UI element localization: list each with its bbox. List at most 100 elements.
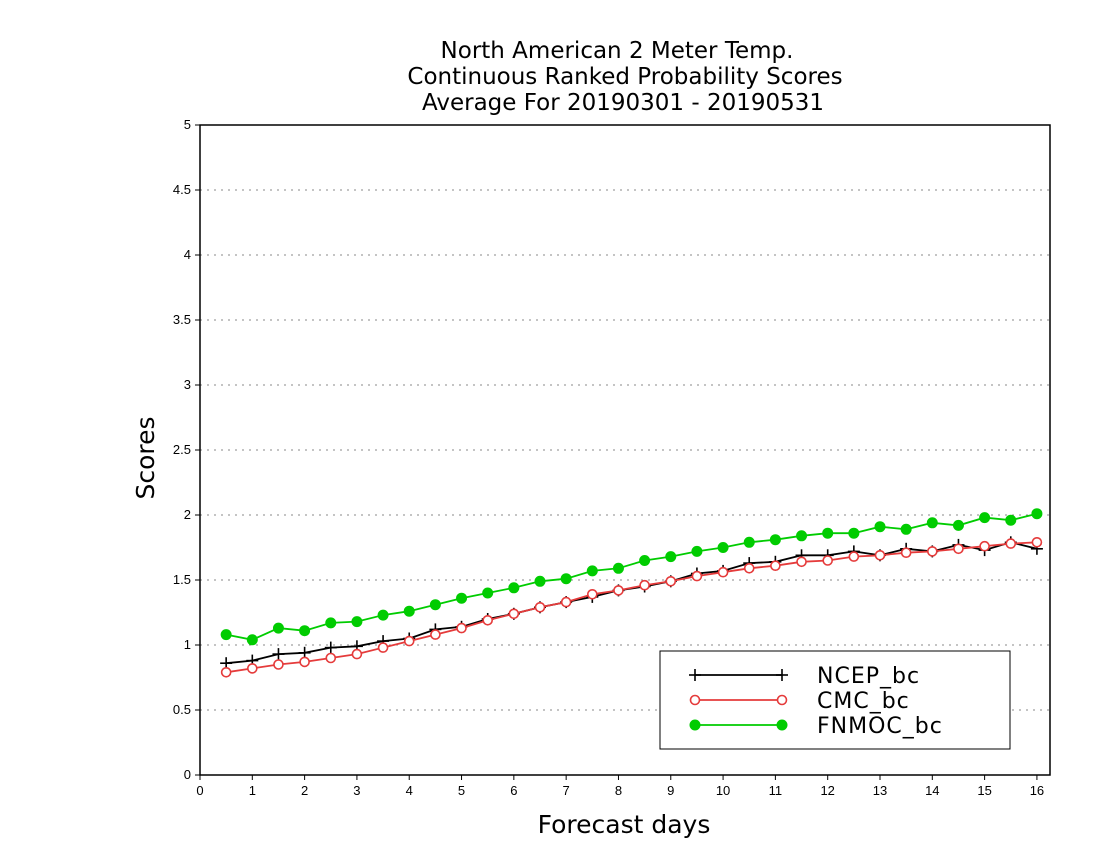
data-point-FNMOC_bc xyxy=(1031,508,1043,520)
x-tick-label: 2 xyxy=(301,783,308,798)
x-tick-label: 12 xyxy=(820,783,834,798)
series-FNMOC_bc xyxy=(220,508,1043,646)
y-tick-label: 3 xyxy=(184,377,191,392)
data-point-CMC_bc xyxy=(639,579,650,591)
y-axis: 0 0.5 1 1.5 2 2.5 3 3.5 4 4.5 5 xyxy=(173,117,200,782)
data-point-FNMOC_bc xyxy=(272,622,284,634)
data-point-FNMOC_bc xyxy=(979,512,991,524)
data-point-CMC_bc xyxy=(613,585,624,596)
data-point-CMC_bc xyxy=(351,648,363,660)
x-tick-label: 13 xyxy=(873,783,887,798)
y-tick-label: 2 xyxy=(184,507,191,522)
x-tick-label: 6 xyxy=(510,783,517,798)
data-point-FNMOC_bc xyxy=(926,517,938,529)
data-point-CMC_bc xyxy=(220,666,232,678)
data-point-CMC_bc xyxy=(534,601,546,613)
y-tick-label: 4.5 xyxy=(173,182,191,197)
data-point-CMC_bc xyxy=(770,560,781,572)
data-point-FNMOC_bc xyxy=(220,629,232,641)
data-point-FNMOC_bc xyxy=(848,527,860,539)
chart-title: North American 2 Meter Temp. Continuous … xyxy=(407,38,842,116)
data-point-FNMOC_bc xyxy=(534,575,546,587)
legend-marker xyxy=(689,719,701,731)
x-axis-label: Forecast days xyxy=(538,810,711,839)
chart-title-line-2: Continuous Ranked Probability Scores xyxy=(407,64,842,90)
legend-item-FNMOC_bc: FNMOC_bc xyxy=(689,714,943,739)
x-tick-label: 4 xyxy=(406,783,413,798)
y-tick-label: 3.5 xyxy=(173,312,191,327)
data-point-FNMOC_bc xyxy=(874,521,886,533)
chart-title-line-1: North American 2 Meter Temp. xyxy=(441,38,794,64)
data-point-CMC_bc xyxy=(900,547,912,559)
data-point-CMC_bc xyxy=(482,614,493,626)
data-point-FNMOC_bc xyxy=(691,545,703,557)
y-tick-label: 0 xyxy=(184,767,191,782)
legend-item-CMC_bc: CMC_bc xyxy=(689,689,910,714)
legend-label: CMC_bc xyxy=(817,689,910,714)
data-point-FNMOC_bc xyxy=(743,536,755,548)
data-point-CMC_bc xyxy=(456,622,467,634)
data-point-CMC_bc xyxy=(403,635,415,647)
data-point-FNMOC_bc xyxy=(351,616,363,628)
data-point-CMC_bc xyxy=(874,549,886,561)
data-point-FNMOC_bc xyxy=(796,530,808,542)
data-point-FNMOC_bc xyxy=(1005,514,1017,526)
data-point-CMC_bc xyxy=(273,659,284,670)
data-point-FNMOC_bc xyxy=(560,573,572,585)
data-point-FNMOC_bc xyxy=(822,527,834,539)
data-point-FNMOC_bc xyxy=(325,617,337,629)
data-point-FNMOC_bc xyxy=(612,562,624,574)
legend-marker xyxy=(776,669,788,681)
data-point-CMC_bc xyxy=(665,575,677,587)
series-CMC_bc xyxy=(220,536,1043,678)
x-tick-label: 5 xyxy=(458,783,465,798)
legend-item-NCEP_bc: NCEP_bc xyxy=(689,664,920,689)
data-point-FNMOC_bc xyxy=(665,551,677,563)
legend-label: NCEP_bc xyxy=(817,664,920,689)
y-tick-label: 5 xyxy=(184,117,191,132)
data-point-NCEP_bc xyxy=(272,648,285,661)
series-NCEP_bc xyxy=(220,536,1043,670)
x-tick-label: 7 xyxy=(563,783,570,798)
x-tick-label: 11 xyxy=(769,783,783,798)
series-line-FNMOC_bc xyxy=(225,512,1038,641)
data-point-CMC_bc xyxy=(1005,538,1017,549)
data-point-FNMOC_bc xyxy=(429,599,441,611)
data-point-FNMOC_bc xyxy=(639,555,651,566)
data-point-CMC_bc xyxy=(953,543,964,555)
chart-title-line-3: Average For 20190301 - 20190531 xyxy=(422,90,824,116)
x-tick-label: 14 xyxy=(925,783,939,798)
series-layer xyxy=(220,508,1043,678)
y-tick-label: 1 xyxy=(184,637,191,652)
data-point-CMC_bc xyxy=(1031,536,1043,548)
data-point-CMC_bc xyxy=(587,588,598,600)
data-point-FNMOC_bc xyxy=(377,609,389,621)
x-tick-label: 0 xyxy=(196,783,203,798)
data-point-FNMOC_bc xyxy=(769,534,781,546)
y-tick-label: 2.5 xyxy=(173,442,191,457)
gridlines xyxy=(200,189,1050,711)
data-point-FNMOC_bc xyxy=(299,625,311,637)
data-point-CMC_bc xyxy=(743,562,755,574)
legend-marker xyxy=(689,669,701,681)
legend-marker xyxy=(689,694,701,706)
data-point-NCEP_bc xyxy=(324,641,337,654)
data-point-FNMOC_bc xyxy=(508,582,520,594)
data-point-FNMOC_bc xyxy=(952,519,964,531)
y-tick-label: 4 xyxy=(184,247,191,262)
data-point-CMC_bc xyxy=(299,656,310,668)
data-point-CMC_bc xyxy=(377,642,389,653)
data-point-CMC_bc xyxy=(848,551,860,562)
legend-marker xyxy=(776,719,788,731)
x-tick-label: 3 xyxy=(353,783,360,798)
legend-marker xyxy=(776,694,788,706)
legend-label: FNMOC_bc xyxy=(817,714,943,739)
data-point-FNMOC_bc xyxy=(246,634,258,646)
data-point-CMC_bc xyxy=(822,555,833,566)
x-tick-label: 8 xyxy=(615,783,622,798)
data-point-FNMOC_bc xyxy=(456,592,468,604)
data-point-FNMOC_bc xyxy=(403,605,415,617)
data-point-CMC_bc xyxy=(560,596,572,608)
